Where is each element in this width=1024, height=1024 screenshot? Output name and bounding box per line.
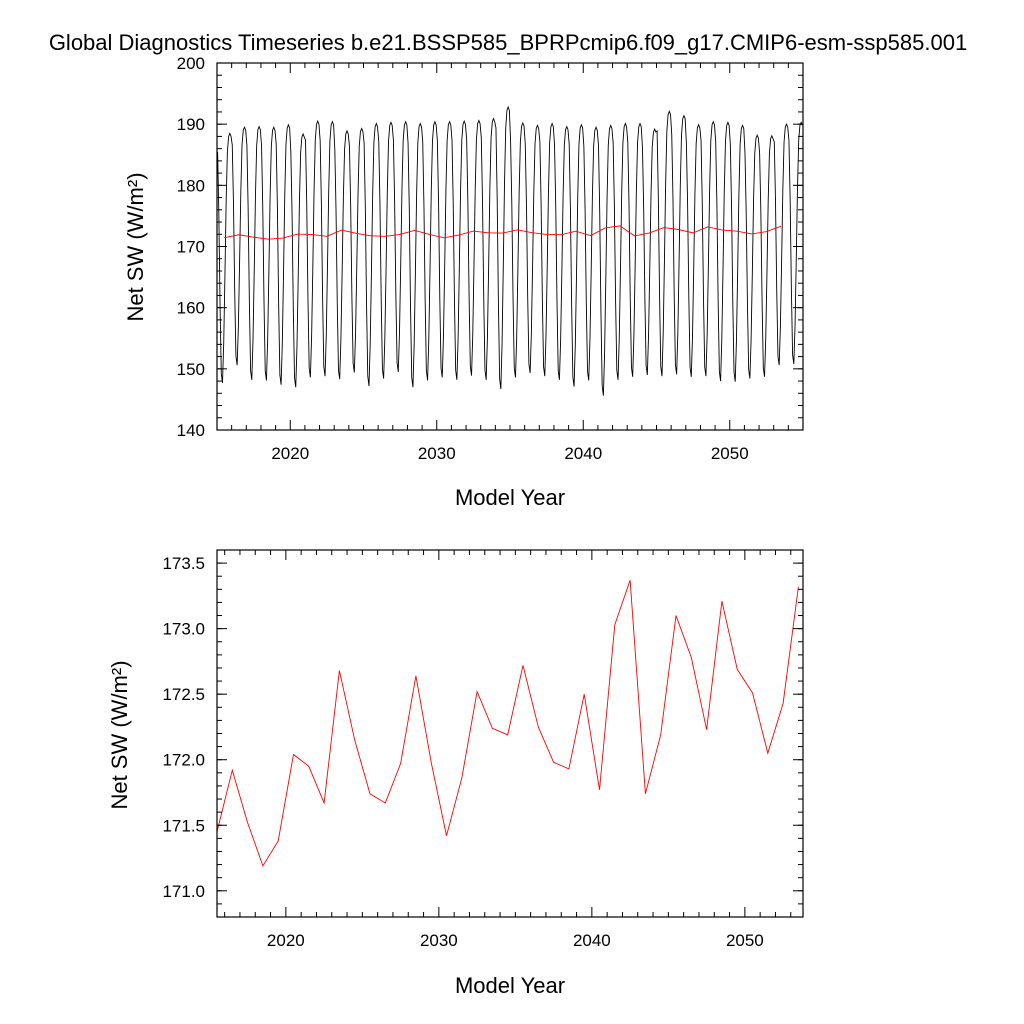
y-tick-label: 173.0: [162, 620, 205, 639]
x-tick-label: 2040: [564, 444, 602, 463]
panel-top-ticks: 2020 2030 2040 2050 140 150 160 170 180 190 200: [177, 54, 804, 463]
panel-top-series: [217, 105, 803, 396]
x-tick-label: 2040: [573, 931, 611, 950]
panel-bottom: 2020 2030 2040 2050 171.0 171.5 172.0 172.5 173.…: [107, 549, 804, 998]
y-tick-label: 170: [177, 238, 205, 257]
y-tick-label: 180: [177, 176, 205, 195]
panel-top-x-axis-label: Model Year: [455, 485, 565, 510]
x-tick-label: 2030: [418, 444, 456, 463]
x-tick-label: 2030: [420, 931, 458, 950]
panel-top-frame: [216, 62, 804, 431]
panel-top-y-axis-label: Net SW (W/m²): [123, 172, 148, 321]
annual-mean-series-line: [217, 580, 799, 867]
y-tick-label: 160: [177, 299, 205, 318]
y-tick-label: 150: [177, 360, 205, 379]
y-tick-label: 171.5: [162, 816, 205, 835]
x-tick-label: 2050: [711, 444, 749, 463]
monthly-series-line: [217, 105, 803, 396]
y-tick-label: 190: [177, 115, 205, 134]
panel-bottom-x-axis-label: Model Year: [455, 973, 565, 998]
y-tick-label: 172.5: [162, 685, 205, 704]
y-tick-label: 140: [177, 421, 205, 440]
y-tick-label: 171.0: [162, 882, 205, 901]
y-tick-label: 200: [177, 54, 205, 73]
y-tick-label: 173.5: [162, 554, 205, 573]
figure-title: Global Diagnostics Timeseries b.e21.BSSP…: [49, 30, 967, 55]
panel-bottom-ticks: 2020 2030 2040 2050 171.0 171.5 172.0 172.5 173.…: [162, 549, 803, 950]
panel-bottom-frame: [216, 549, 804, 918]
annual-mean-series-line: [224, 225, 782, 240]
panel-top: 2020 2030 2040 2050 140 150 160 170 180 190 200 Ne…: [123, 54, 804, 510]
panel-bottom-y-axis-label: Net SW (W/m²): [107, 660, 132, 809]
x-tick-label: 2020: [271, 444, 309, 463]
y-tick-label: 172.0: [162, 751, 205, 770]
x-tick-label: 2020: [267, 931, 305, 950]
panel-bottom-series: [217, 580, 799, 867]
x-tick-label: 2050: [726, 931, 764, 950]
